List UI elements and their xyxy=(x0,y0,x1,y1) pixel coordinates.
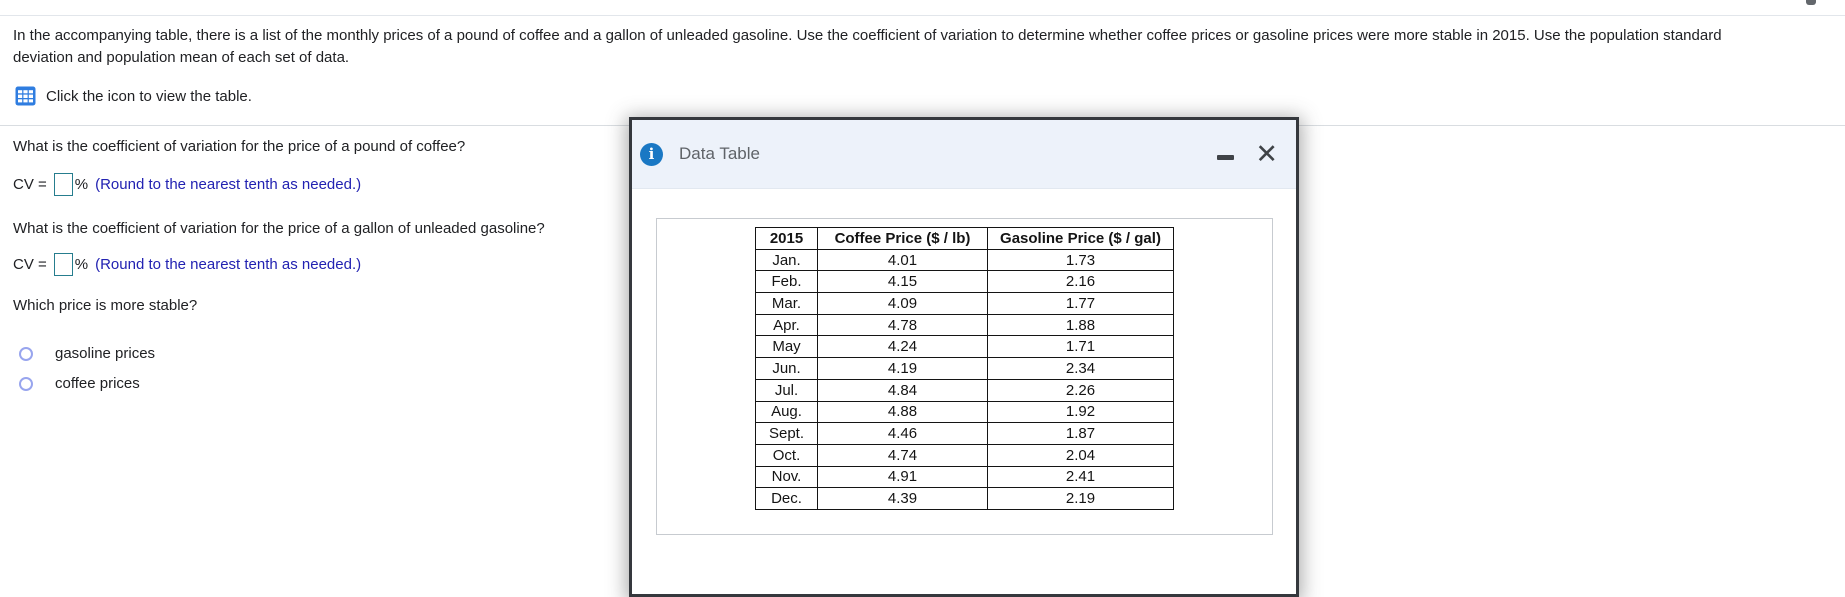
view-table-row: Click the icon to view the table. xyxy=(15,86,252,106)
data-table-body: Jan. 4.01 1.73 Feb. 4.15 2.16 Mar. 4.09 1.77 Apr.… xyxy=(755,248,1174,510)
question-gasoline-cv: What is the coefficient of variation for… xyxy=(13,220,545,237)
table-cell: 4.19 xyxy=(817,357,988,380)
data-table-dialog: i Data Table ✕ 2015 Coffee Price ($ / lb… xyxy=(629,117,1299,597)
question-more-stable: Which price is more stable? xyxy=(13,297,198,314)
table-cell: 4.09 xyxy=(817,292,988,315)
question-coffee-cv: What is the coefficient of variation for… xyxy=(13,138,466,155)
radio-option-label: coffee prices xyxy=(55,375,140,392)
cv-gasoline-round-hint: (Round to the nearest tenth as needed.) xyxy=(95,256,362,273)
table-cell: Jul. xyxy=(755,378,818,402)
cv-gasoline-label: CV = xyxy=(13,256,47,273)
table-cell: 4.46 xyxy=(817,422,988,445)
radio-option-coffee-prices[interactable]: coffee prices xyxy=(19,375,140,392)
table-row: Jul. 4.84 2.26 xyxy=(755,378,1174,402)
table-row: Apr. 4.78 1.88 xyxy=(755,313,1174,337)
table-cell: Mar. xyxy=(755,292,818,315)
table-cell: Apr. xyxy=(755,313,818,337)
table-cell: 4.78 xyxy=(817,313,988,337)
table-header-coffee: Coffee Price ($ / lb) xyxy=(817,227,988,250)
table-cell: 2.34 xyxy=(987,357,1174,380)
table-row: Jan. 4.01 1.73 xyxy=(755,248,1174,272)
table-cell: 4.88 xyxy=(817,400,988,424)
table-cell: 4.39 xyxy=(817,487,988,510)
data-table: 2015 Coffee Price ($ / lb) Gasoline Pric… xyxy=(755,227,1174,510)
table-cell: 4.91 xyxy=(817,465,988,489)
table-row: May 4.24 1.71 xyxy=(755,335,1174,359)
table-cell: 4.84 xyxy=(817,378,988,402)
table-cell: 2.41 xyxy=(987,465,1174,489)
table-row: Sept. 4.46 1.87 xyxy=(755,422,1174,445)
table-row: Mar. 4.09 1.77 xyxy=(755,292,1174,315)
table-cell: 2.19 xyxy=(987,487,1174,510)
cv-coffee-input[interactable] xyxy=(53,173,73,196)
cv-gasoline-row: CV = % (Round to the nearest tenth as ne… xyxy=(13,251,361,278)
table-cell: 1.88 xyxy=(987,313,1174,337)
table-row: Oct. 4.74 2.04 xyxy=(755,443,1174,467)
table-row: Feb. 4.15 2.16 xyxy=(755,270,1174,294)
cv-coffee-round-hint: (Round to the nearest tenth as needed.) xyxy=(95,176,362,193)
cv-gasoline-input[interactable] xyxy=(53,253,73,276)
table-cell: Aug. xyxy=(755,400,818,424)
table-cell: Dec. xyxy=(755,487,818,510)
table-cell: 4.01 xyxy=(817,248,988,272)
table-cell: 2.26 xyxy=(987,378,1174,402)
table-header-year: 2015 xyxy=(755,227,818,250)
table-header-row: 2015 Coffee Price ($ / lb) Gasoline Pric… xyxy=(755,227,1174,250)
cv-gasoline-percent: % xyxy=(74,256,89,273)
radio-button-icon[interactable] xyxy=(19,346,33,361)
table-cell: 1.92 xyxy=(987,400,1174,424)
cv-coffee-label: CV = xyxy=(13,176,47,193)
table-cell: Oct. xyxy=(755,443,818,467)
table-cell: Feb. xyxy=(755,270,818,294)
problem-statement-line2: deviation and population mean of each se… xyxy=(13,48,350,66)
table-cell: 4.74 xyxy=(817,443,988,467)
radio-option-label: gasoline prices xyxy=(55,345,156,362)
table-cell: 1.77 xyxy=(987,292,1174,315)
problem-statement: In the accompanying table, there is a li… xyxy=(13,25,1722,68)
view-table-icon[interactable] xyxy=(15,86,36,106)
info-icon: i xyxy=(640,142,663,166)
table-cell: 4.15 xyxy=(817,270,988,294)
table-cell: Nov. xyxy=(755,465,818,489)
table-cell: Sept. xyxy=(755,422,818,445)
table-cell: Jan. xyxy=(755,248,818,272)
cutoff-control-icon xyxy=(1806,0,1816,5)
table-row: Jun. 4.19 2.34 xyxy=(755,357,1174,380)
top-divider xyxy=(0,15,1845,16)
minimize-button[interactable] xyxy=(1217,154,1235,160)
table-cell: 2.16 xyxy=(987,270,1174,294)
table-cell: 1.73 xyxy=(987,248,1174,272)
table-header-gasoline: Gasoline Price ($ / gal) xyxy=(987,227,1174,250)
cv-coffee-row: CV = % (Round to the nearest tenth as ne… xyxy=(13,171,361,198)
radio-button-icon[interactable] xyxy=(19,376,33,391)
table-row: Aug. 4.88 1.92 xyxy=(755,400,1174,424)
table-cell: May xyxy=(755,335,818,359)
dialog-header[interactable]: i Data Table ✕ xyxy=(632,120,1296,189)
table-row: Dec. 4.39 2.19 xyxy=(755,487,1174,510)
table-cell: 4.24 xyxy=(817,335,988,359)
table-cell: 2.04 xyxy=(987,443,1174,467)
cv-coffee-percent: % xyxy=(74,176,89,193)
radio-option-gasoline-prices[interactable]: gasoline prices xyxy=(19,345,155,362)
table-cell: 1.71 xyxy=(987,335,1174,359)
view-table-hint: Click the icon to view the table. xyxy=(46,87,252,105)
dialog-title: Data Table xyxy=(679,144,760,163)
close-button[interactable]: ✕ xyxy=(1255,138,1278,170)
problem-statement-line1: In the accompanying table, there is a li… xyxy=(13,27,1722,44)
table-cell: Jun. xyxy=(755,357,818,380)
table-row: Nov. 4.91 2.41 xyxy=(755,465,1174,489)
table-cell: 1.87 xyxy=(987,422,1174,445)
dialog-content-box: 2015 Coffee Price ($ / lb) Gasoline Pric… xyxy=(656,218,1273,535)
